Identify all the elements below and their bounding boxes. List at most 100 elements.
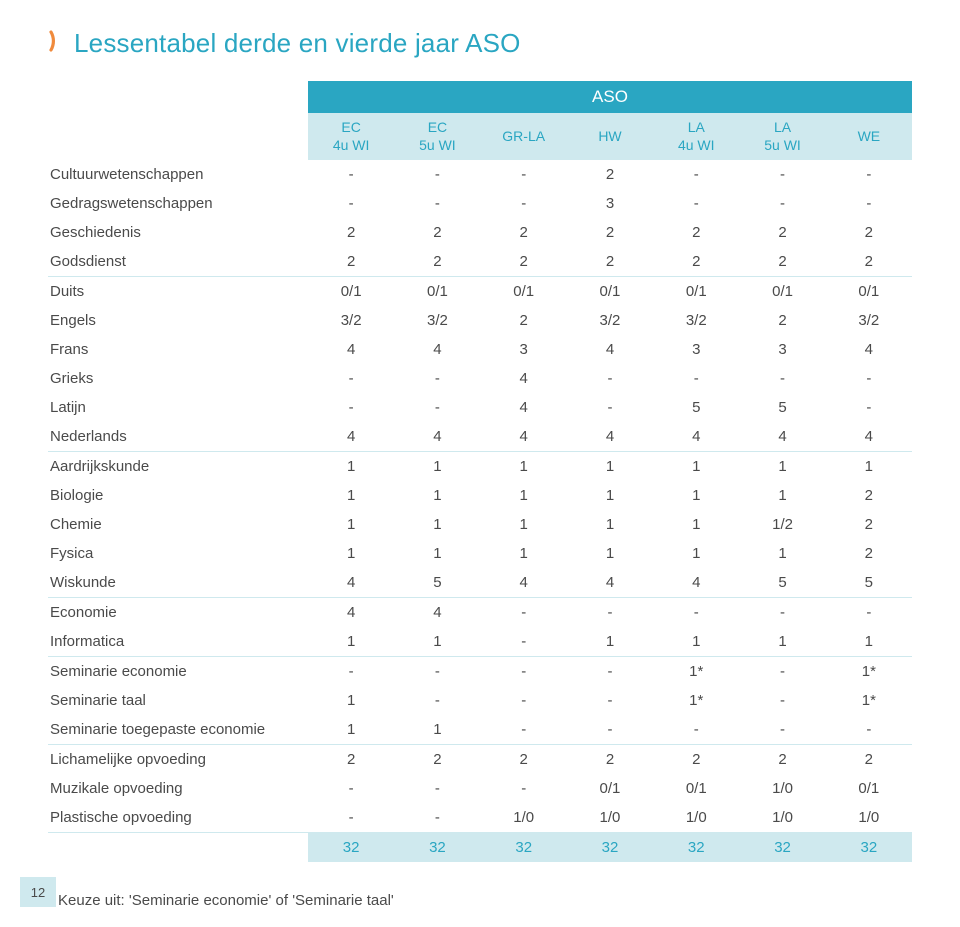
cell: 1: [308, 539, 394, 568]
cell: 4: [653, 568, 739, 598]
cell: 0/1: [308, 277, 394, 307]
cell: 2: [739, 745, 825, 775]
title-row: Lessentabel derde en vierde jaar ASO: [48, 28, 912, 59]
table-row: Economie44-----: [48, 598, 912, 628]
cell: -: [653, 160, 739, 189]
cell: 1: [394, 627, 480, 657]
cell: -: [739, 160, 825, 189]
cell: -: [394, 686, 480, 715]
cell: 2: [826, 218, 912, 247]
table-total-section: 32323232323232: [48, 833, 912, 863]
cell: 5: [739, 393, 825, 422]
cell: 4: [653, 422, 739, 452]
row-label: Gedragswetenschappen: [48, 189, 308, 218]
header-empty: [48, 113, 308, 160]
cell: 1: [653, 627, 739, 657]
cell: 1: [308, 510, 394, 539]
total-label-empty: [48, 833, 308, 863]
cell: 1: [394, 715, 480, 745]
row-label: Duits: [48, 277, 308, 307]
table-row: Cultuurwetenschappen---2---: [48, 160, 912, 189]
header-empty: [48, 81, 308, 113]
cell: 3: [739, 335, 825, 364]
cell: 1: [826, 627, 912, 657]
row-label: Nederlands: [48, 422, 308, 452]
cell: 1: [481, 481, 567, 510]
table-row: Aardrijkskunde1111111: [48, 452, 912, 482]
cell: 2: [394, 247, 480, 277]
cell: -: [653, 189, 739, 218]
cell: 4: [308, 598, 394, 628]
total-cell: 32: [308, 833, 394, 863]
cell: 1: [739, 481, 825, 510]
cell: 1/0: [653, 803, 739, 833]
cell: -: [826, 393, 912, 422]
table-super-header: ASO: [48, 81, 912, 113]
table-section: Lichamelijke opvoeding2222222Muzikale op…: [48, 745, 912, 833]
column-header: LA4u WI: [653, 113, 739, 160]
cell: 0/1: [481, 277, 567, 307]
cell: 3/2: [826, 306, 912, 335]
table-row: Fysica1111112: [48, 539, 912, 568]
table-section: Cultuurwetenschappen---2---Gedragswetens…: [48, 160, 912, 277]
cell: 2: [308, 745, 394, 775]
cell: 2: [739, 306, 825, 335]
row-label: Aardrijkskunde: [48, 452, 308, 482]
cell: -: [308, 160, 394, 189]
cell: 2: [308, 247, 394, 277]
super-header-label: ASO: [308, 81, 912, 113]
cell: 1/0: [567, 803, 653, 833]
cell: -: [653, 598, 739, 628]
cell: 1/2: [739, 510, 825, 539]
cell: 1/0: [739, 803, 825, 833]
cell: 4: [394, 598, 480, 628]
cell: -: [826, 364, 912, 393]
cell: -: [308, 774, 394, 803]
cell: 4: [567, 335, 653, 364]
cell: 3/2: [308, 306, 394, 335]
cell: -: [308, 189, 394, 218]
table-section: Aardrijkskunde1111111Biologie1111112Chem…: [48, 452, 912, 598]
chevron-right-icon: [48, 30, 66, 52]
cell: 1: [481, 510, 567, 539]
table-row: Lichamelijke opvoeding2222222: [48, 745, 912, 775]
cell: 1: [481, 539, 567, 568]
table-row: Muzikale opvoeding---0/10/11/00/1: [48, 774, 912, 803]
table-row: Geschiedenis2222222: [48, 218, 912, 247]
cell: 3/2: [653, 306, 739, 335]
cell: -: [826, 598, 912, 628]
cell: 0/1: [739, 277, 825, 307]
cell: 4: [481, 568, 567, 598]
cell: 3/2: [394, 306, 480, 335]
total-cell: 32: [739, 833, 825, 863]
cell: -: [481, 627, 567, 657]
cell: 2: [739, 247, 825, 277]
cell: -: [308, 393, 394, 422]
cell: -: [739, 598, 825, 628]
table-section: Duits0/10/10/10/10/10/10/1Engels3/23/223…: [48, 277, 912, 452]
cell: -: [481, 657, 567, 687]
cell: 4: [394, 422, 480, 452]
column-header: LA5u WI: [739, 113, 825, 160]
column-header: HW: [567, 113, 653, 160]
cell: 4: [481, 364, 567, 393]
cell: 4: [308, 568, 394, 598]
cell: 5: [653, 393, 739, 422]
table-row: Biologie1111112: [48, 481, 912, 510]
table-row: Informatica11-1111: [48, 627, 912, 657]
cell: 3: [481, 335, 567, 364]
cell: 0/1: [826, 774, 912, 803]
row-label: Geschiedenis: [48, 218, 308, 247]
row-label: Lichamelijke opvoeding: [48, 745, 308, 775]
table-row: Wiskunde4544455: [48, 568, 912, 598]
cell: 1: [739, 539, 825, 568]
footnote: * Keuze uit: 'Seminarie economie' of 'Se…: [48, 892, 912, 909]
cell: 4: [739, 422, 825, 452]
row-label: Plastische opvoeding: [48, 803, 308, 833]
cell: 4: [394, 335, 480, 364]
cell: -: [481, 598, 567, 628]
cell: -: [394, 160, 480, 189]
column-header: EC5u WI: [394, 113, 480, 160]
cell: 1/0: [481, 803, 567, 833]
row-label: Biologie: [48, 481, 308, 510]
